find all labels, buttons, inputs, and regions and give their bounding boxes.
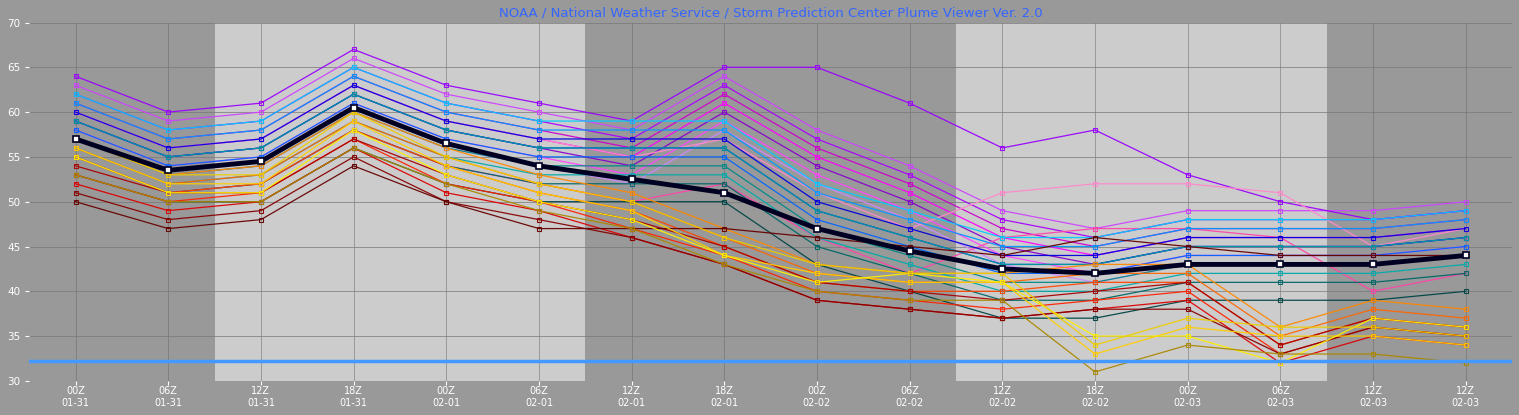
- Bar: [1233, 22, 1326, 381]
- Bar: [585, 22, 677, 381]
- Bar: [122, 22, 214, 381]
- Bar: [863, 22, 955, 381]
- Bar: [677, 22, 770, 381]
- Bar: [307, 22, 399, 381]
- Bar: [1048, 22, 1141, 381]
- Bar: [770, 22, 863, 381]
- Title: NOAA / National Weather Service / Storm Prediction Center Plume Viewer Ver. 2.0: NOAA / National Weather Service / Storm …: [498, 7, 1042, 20]
- Bar: [955, 22, 1048, 381]
- Bar: [492, 22, 585, 381]
- Bar: [1419, 22, 1511, 381]
- Bar: [214, 22, 307, 381]
- Bar: [1141, 22, 1233, 381]
- Bar: [399, 22, 492, 381]
- Bar: [29, 22, 122, 381]
- Bar: [1326, 22, 1419, 381]
